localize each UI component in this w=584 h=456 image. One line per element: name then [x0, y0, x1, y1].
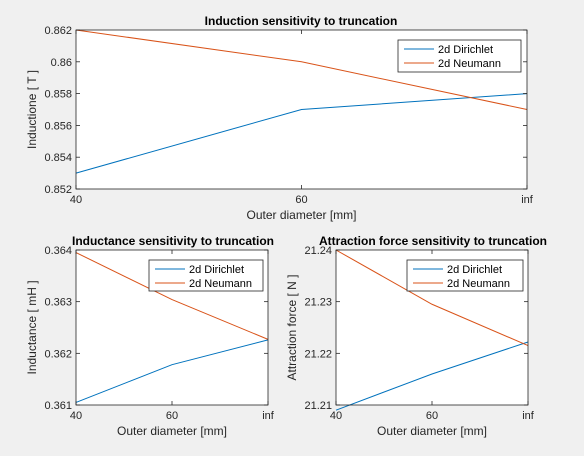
y-tick-label: 0.86 — [51, 57, 72, 69]
series-line-dirichlet — [335, 341, 529, 411]
series-line-neumann — [335, 249, 529, 347]
y-axis-label: Attraction force [ N ] — [285, 274, 299, 380]
y-tick-label: 0.363 — [44, 297, 72, 309]
chart-title: Attraction force sensitivity to truncati… — [319, 234, 547, 248]
y-tick-label: 0.858 — [44, 89, 72, 101]
y-tick-label: 0.362 — [44, 348, 72, 360]
legend: 2d Dirichlet 2d Neumann — [406, 259, 524, 292]
x-tick-label: 60 — [166, 410, 178, 422]
series-line-dirichlet — [75, 93, 528, 174]
y-axis-label: Inductione [ T ] — [25, 70, 39, 149]
legend-box — [148, 259, 264, 292]
series-line-neumann — [75, 29, 528, 110]
legend-box — [397, 39, 522, 73]
y-tick-label: 0.862 — [44, 25, 72, 37]
legend-entry: 2d Neumann — [189, 278, 252, 290]
y-tick-label: 0.361 — [44, 400, 72, 412]
legend: 2d Dirichlet 2d Neumann — [148, 259, 264, 292]
x-tick-label: inf — [521, 194, 534, 206]
x-tick-label: inf — [522, 410, 535, 422]
legend: 2d Dirichlet 2d Neumann — [397, 39, 522, 73]
y-tick-label: 0.364 — [44, 245, 72, 257]
x-tick-label: 40 — [70, 194, 82, 206]
y-axis-label: Inductance [ mH ] — [25, 280, 39, 374]
y-tick-label: 0.852 — [44, 184, 72, 196]
legend-entry: 2d Dirichlet — [438, 44, 493, 56]
y-tick-label: 21.21 — [304, 400, 332, 412]
x-tick-label: 60 — [295, 194, 307, 206]
y-tick-label: 21.23 — [304, 297, 332, 309]
x-axis-label: Outer diameter [mm] — [246, 208, 356, 222]
series-line-dirichlet — [75, 339, 269, 403]
y-tick-label: 21.24 — [304, 245, 332, 257]
x-tick-label: 40 — [330, 410, 342, 422]
series-line-neumann — [75, 252, 269, 340]
x-axis-label: Outer diameter [mm] — [377, 424, 487, 438]
x-tick-label: inf — [262, 410, 275, 422]
legend-entry: 2d Neumann — [447, 278, 510, 290]
y-tick-label: 0.856 — [44, 120, 72, 132]
legend-entry: 2d Dirichlet — [189, 264, 244, 276]
x-tick-label: 60 — [426, 410, 438, 422]
legend-entry: 2d Dirichlet — [447, 264, 502, 276]
y-tick-label: 0.854 — [44, 152, 72, 164]
y-tick-label: 21.22 — [304, 348, 332, 360]
x-tick-label: 40 — [70, 410, 82, 422]
chart-title: Induction sensitivity to truncation — [205, 14, 398, 28]
x-axis-label: Outer diameter [mm] — [117, 424, 227, 438]
legend-entry: 2d Neumann — [438, 58, 501, 70]
chart-title: Inductance sensitivity to truncation — [72, 234, 274, 248]
legend-box — [406, 259, 524, 292]
chart-1: 40 60 inf 0.852 0.854 0.856 0.858 0.86 0.862 Indu… — [25, 14, 534, 222]
